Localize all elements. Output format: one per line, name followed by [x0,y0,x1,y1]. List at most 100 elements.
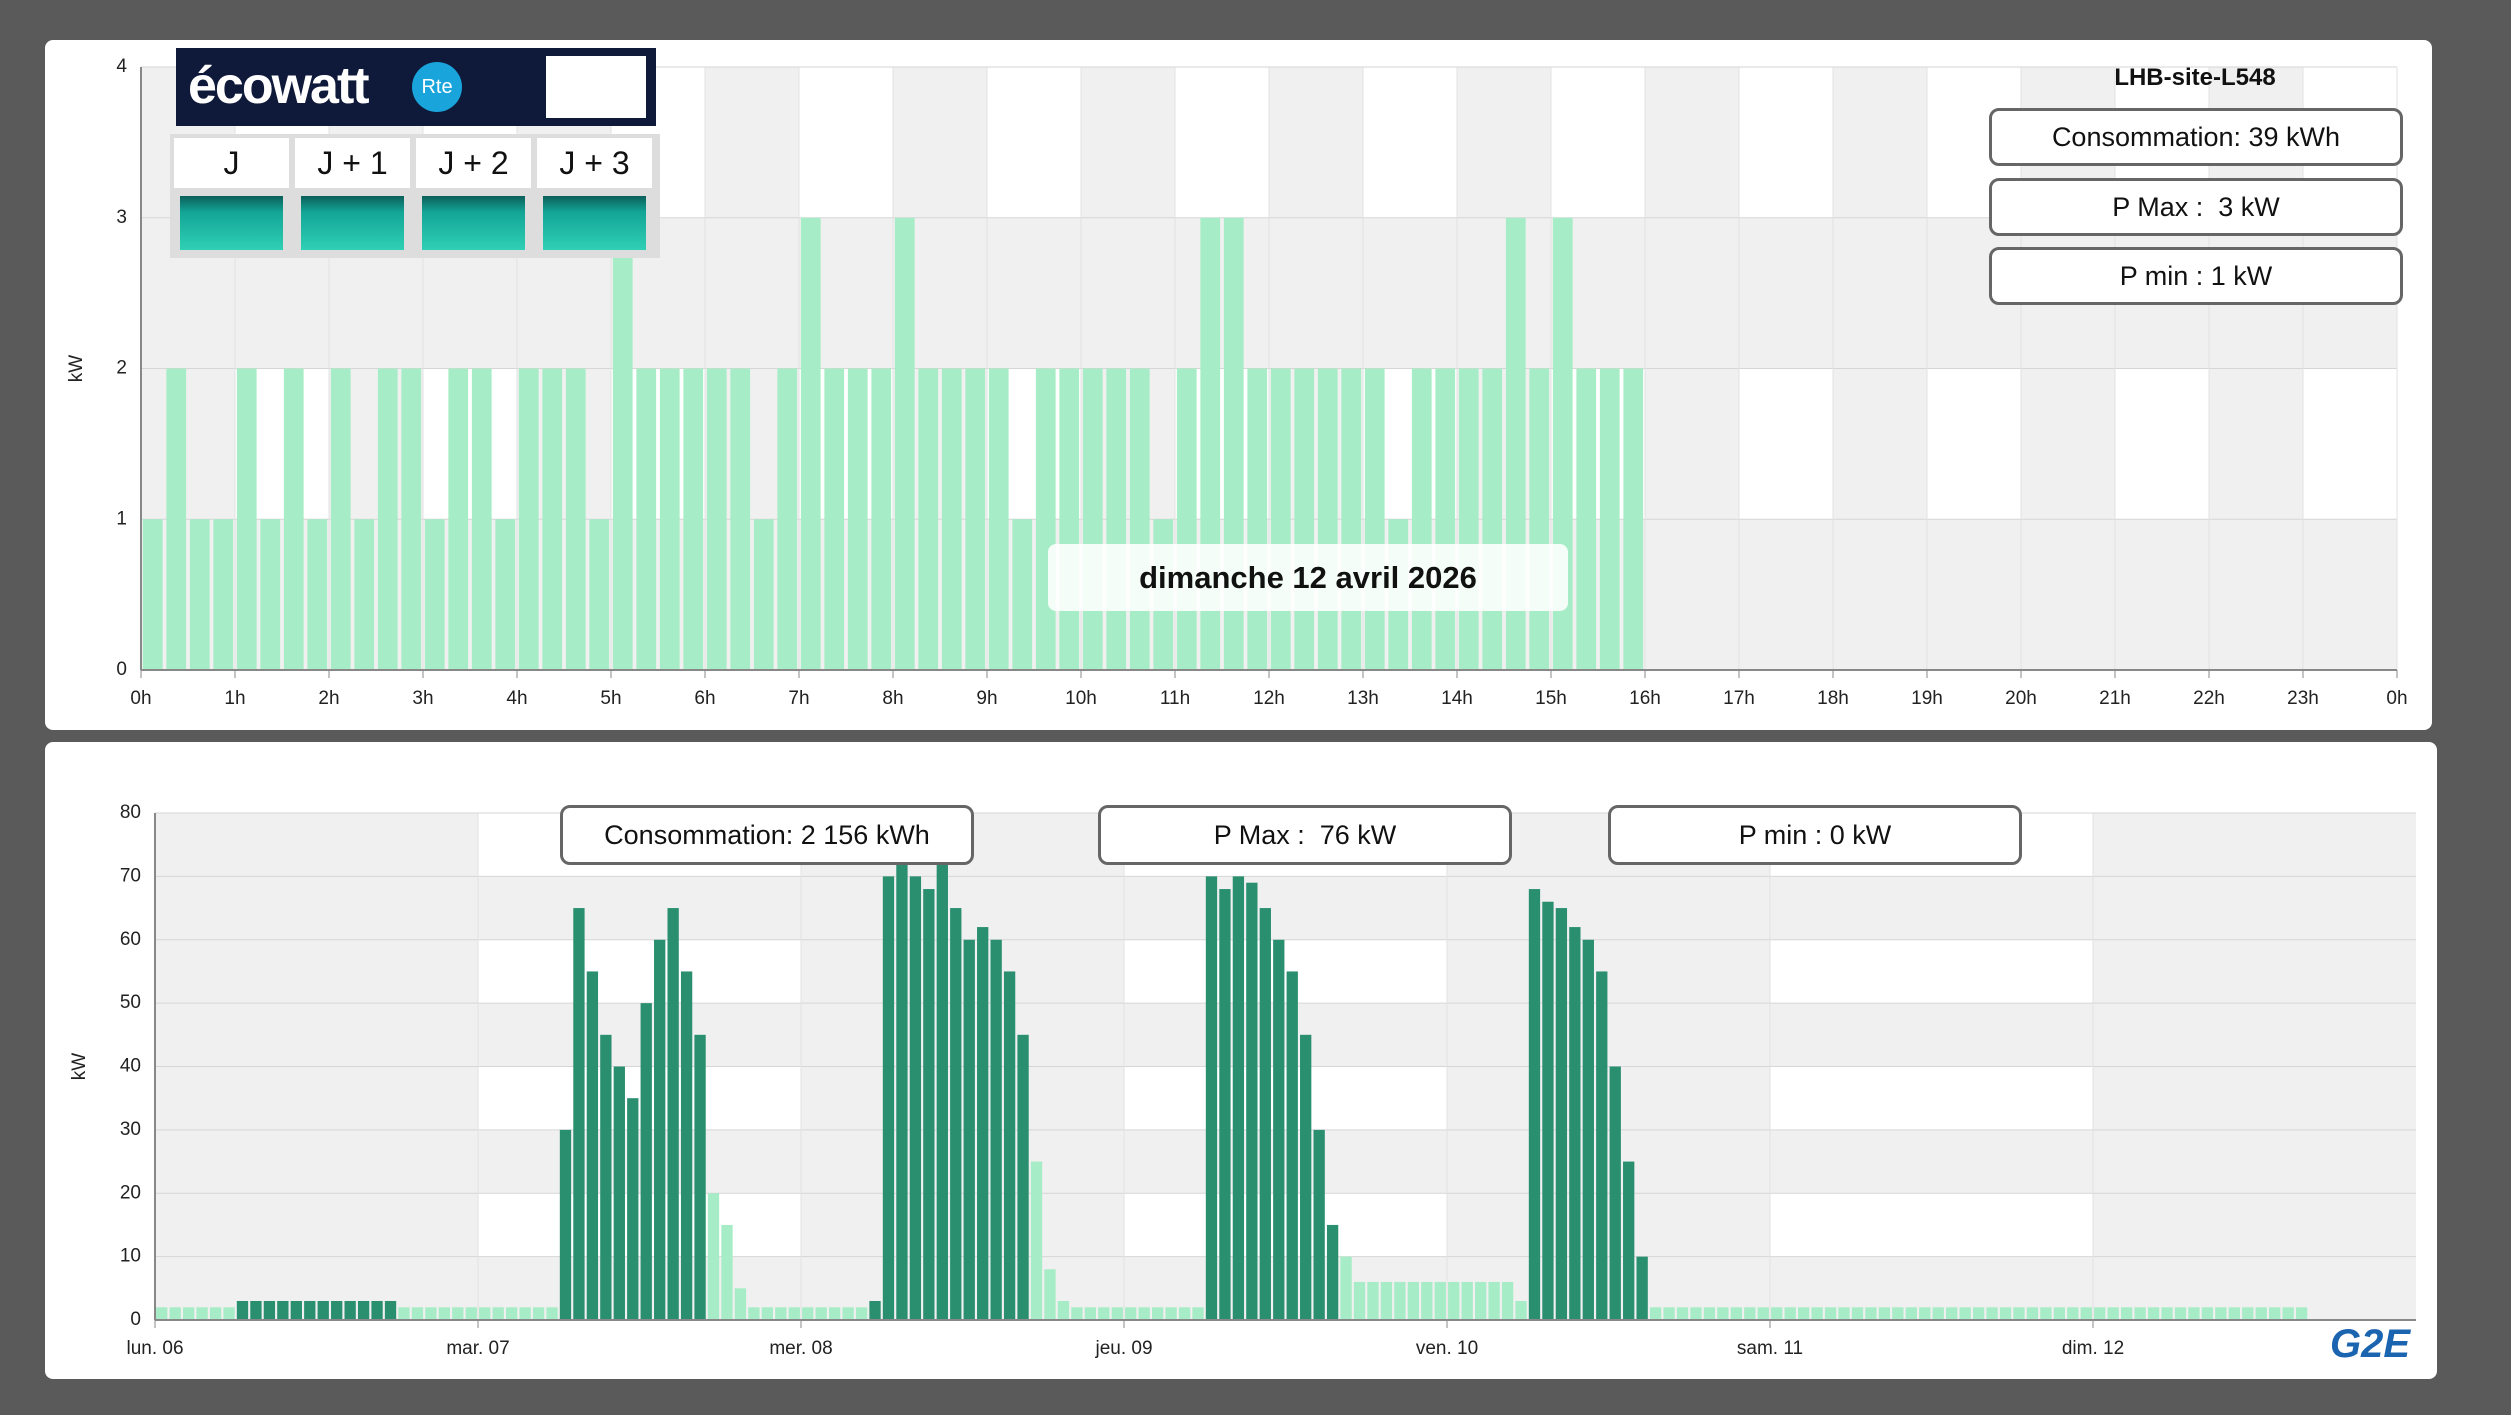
stat-box: P Max : 3 kW [1989,178,2403,236]
date-label: dimanche 12 avril 2026 [1048,544,1568,611]
plot-cell [478,1066,801,1130]
bar [166,368,187,670]
day-label: J + 1 [295,138,410,188]
site-name: LHB-site-L548 [2114,64,2276,91]
bar [965,368,986,670]
bar [1232,876,1245,1320]
bar [142,519,163,670]
bar [1394,1281,1406,1320]
bar [586,971,599,1320]
bar [505,1307,518,1320]
bar [1129,368,1150,670]
bar [1125,1307,1137,1320]
x-tick-label: 2h [318,688,339,709]
bar [1690,1307,1702,1320]
bar [1138,1307,1150,1320]
bar [990,939,1002,1320]
bar [734,1288,747,1320]
bar [277,1300,289,1320]
bar [209,1307,222,1320]
bar [2094,1307,2106,1320]
bar [1246,882,1258,1320]
bar [2282,1307,2294,1320]
bar [331,1300,343,1320]
plot-cell [1124,1193,1447,1257]
bar [1178,1307,1191,1320]
x-tick-label: 23h [2287,688,2319,709]
bar [1317,368,1338,670]
bar [1030,1161,1043,1320]
bar [1501,1281,1514,1320]
bar [236,368,257,670]
bar [600,1034,612,1320]
bar [260,519,281,670]
bar [659,368,680,670]
bar [1596,971,1608,1320]
bar [1555,908,1568,1320]
bar [654,939,666,1320]
bar [2053,1307,2066,1320]
bar [2188,1307,2200,1320]
bar [683,368,704,670]
bar [2026,1307,2039,1320]
bar [667,908,679,1320]
bar [1192,1307,1204,1320]
bar [283,368,304,670]
bar [1219,889,1231,1320]
republic-logo [546,56,646,118]
plot-cell [1739,67,1833,218]
bar [871,368,892,670]
x-tick-label: 22h [2193,688,2225,709]
bar [424,519,445,670]
bar [761,1307,774,1320]
bar [465,1307,477,1320]
bar [2174,1307,2187,1320]
bar [941,368,962,670]
bar [1313,1129,1325,1320]
bar [263,1300,276,1320]
bar [495,519,516,670]
bar [354,519,375,670]
bar [1071,1307,1083,1320]
bar [452,1307,464,1320]
bar [377,368,398,670]
bar [304,1300,316,1320]
day-signal [180,196,283,250]
bar [1003,971,1016,1320]
bar [565,368,586,670]
bar [357,1300,370,1320]
plot-cell [987,67,1081,218]
bar [1059,368,1080,670]
x-tick-label: 5h [600,688,621,709]
bar [753,519,774,670]
bar [1576,368,1597,670]
bar [707,1193,720,1320]
bar [1165,1307,1177,1320]
bar [802,1307,814,1320]
x-tick-label: 13h [1347,688,1379,709]
bar [842,1307,854,1320]
bar [542,368,563,670]
bar [2201,1307,2214,1320]
bar [448,368,469,670]
bar [869,1300,881,1320]
bar [1407,1281,1420,1320]
plot-cell [1927,368,2021,520]
stat-box: P min : 0 kW [1608,805,2022,865]
bar [1205,876,1218,1320]
bar [1411,368,1432,670]
rte-logo: Rte [412,62,462,112]
stat-box: P min : 1 kW [1989,247,2403,305]
bar [307,519,328,670]
bar [909,876,922,1320]
bar [2080,1307,2092,1320]
bar [828,1307,841,1320]
bar [411,1307,424,1320]
y-tick-label: 20 [120,1182,141,1203]
bar [546,1307,558,1320]
bar [950,908,962,1320]
bar [1599,368,1620,670]
bar [2013,1307,2025,1320]
bar [1999,1307,2012,1320]
x-tick-label: 21h [2099,688,2131,709]
